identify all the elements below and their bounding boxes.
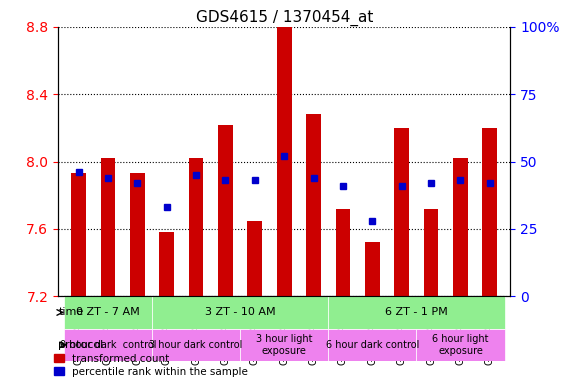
Bar	[188, 158, 204, 296]
Bar	[365, 242, 380, 296]
Text: 3 ZT - 10 AM: 3 ZT - 10 AM	[205, 308, 276, 318]
Text: time: time	[59, 308, 84, 318]
Bar	[130, 174, 144, 296]
FancyBboxPatch shape	[240, 329, 328, 361]
FancyBboxPatch shape	[64, 329, 152, 361]
Bar	[483, 128, 497, 296]
Bar	[453, 158, 468, 296]
Bar	[71, 174, 86, 296]
FancyBboxPatch shape	[152, 296, 328, 329]
Bar	[424, 209, 438, 296]
FancyBboxPatch shape	[328, 329, 416, 361]
Text: 3 hour dark control: 3 hour dark control	[150, 340, 243, 350]
Bar	[277, 27, 292, 296]
FancyBboxPatch shape	[328, 296, 505, 329]
FancyBboxPatch shape	[152, 329, 240, 361]
FancyBboxPatch shape	[416, 329, 505, 361]
Text: 0 hour dark  control: 0 hour dark control	[60, 340, 156, 350]
Text: protocol: protocol	[59, 340, 104, 350]
Text: 6 hour light
exposure: 6 hour light exposure	[432, 334, 489, 356]
Bar	[160, 232, 174, 296]
Bar	[248, 220, 262, 296]
Bar	[394, 128, 409, 296]
FancyBboxPatch shape	[64, 296, 152, 329]
Text: 6 hour dark control: 6 hour dark control	[325, 340, 419, 350]
Bar	[336, 209, 350, 296]
Bar	[218, 124, 233, 296]
Text: 6 ZT - 1 PM: 6 ZT - 1 PM	[385, 308, 448, 318]
Text: 0 ZT - 7 AM: 0 ZT - 7 AM	[76, 308, 140, 318]
Legend: transformed count, percentile rank within the sample: transformed count, percentile rank withi…	[52, 351, 251, 379]
Title: GDS4615 / 1370454_at: GDS4615 / 1370454_at	[195, 9, 373, 25]
Text: 3 hour light
exposure: 3 hour light exposure	[256, 334, 313, 356]
Bar	[100, 158, 115, 296]
Bar	[306, 114, 321, 296]
